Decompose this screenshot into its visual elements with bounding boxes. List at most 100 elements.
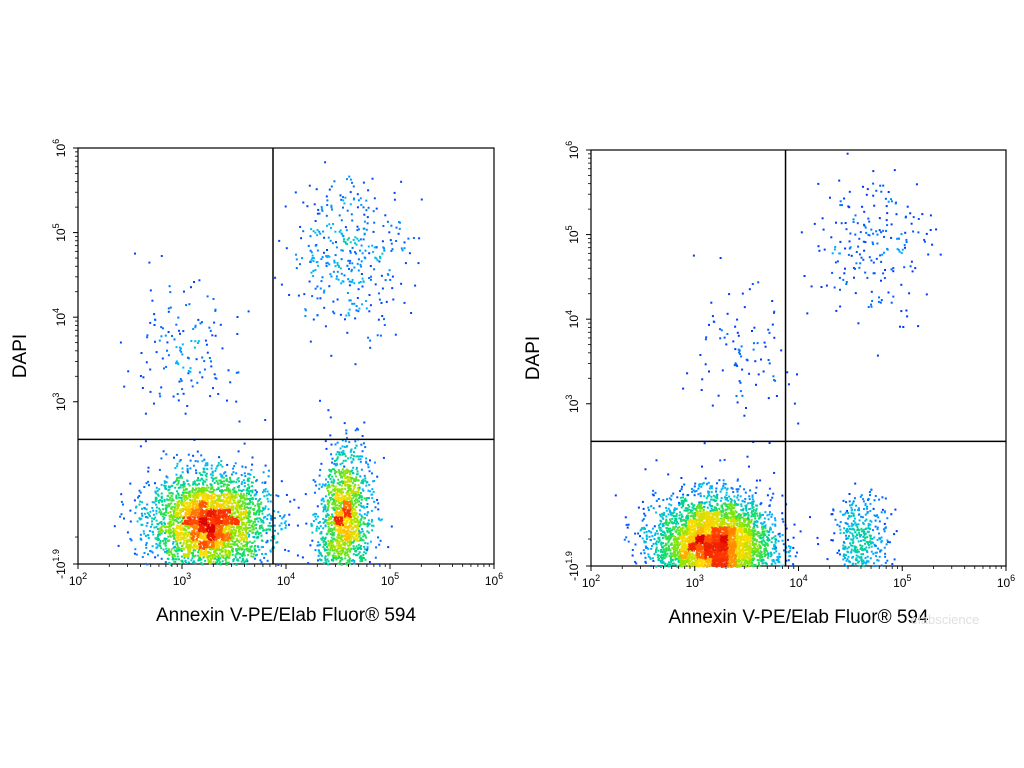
event-dot [247,554,249,557]
event-dot [327,254,330,257]
event-dot [228,552,231,555]
event-dot [129,509,132,512]
event-dot [152,533,155,536]
event-dot [227,537,230,540]
event-dot [198,523,201,526]
event-dot [187,523,190,526]
event-dot [173,456,175,459]
event-dot [225,525,228,528]
event-dot [203,489,205,492]
event-dot [312,230,315,233]
event-dot [261,527,264,530]
event-dot [342,240,345,243]
event-dot [219,525,222,528]
event-dot [335,511,338,514]
event-dot [214,509,217,512]
event-dot [343,508,346,511]
event-dot [165,453,168,456]
event-dot [348,521,351,524]
event-dot [327,481,330,483]
event-dot [356,193,359,196]
event-dot [358,525,361,528]
event-dot [238,526,241,529]
event-dot [143,486,146,488]
event-dot [161,530,164,533]
event-dot [252,555,255,558]
event-dot [222,550,224,553]
event-dot [358,494,361,497]
event-dot [204,494,207,497]
event-dot [216,533,218,536]
y-tick-label: 106 [51,139,68,157]
event-dot [379,539,382,542]
event-dot [156,489,159,492]
event-dot [325,561,328,564]
event-dot [352,482,354,485]
event-dot [346,476,349,479]
event-dot [145,508,148,511]
event-dot [193,499,196,502]
event-dot [325,514,328,517]
event-dot [175,346,178,349]
event-dot [355,455,358,458]
event-dot [183,528,186,531]
event-dot [203,532,205,535]
event-dot [312,260,315,263]
event-dot [200,512,203,515]
event-dot [253,524,256,527]
event-dot [324,505,327,508]
event-dot [160,557,163,560]
event-dot [236,316,239,318]
event-dot [275,494,278,497]
event-dot [321,536,324,539]
event-dot [168,554,171,557]
event-dot [177,479,180,482]
event-dot [362,505,365,508]
event-dot [348,480,351,483]
event-dot [359,475,362,478]
event-dot [266,497,269,500]
event-dot [208,548,211,550]
event-dot [211,553,214,556]
event-dot [255,523,258,526]
event-dot [187,540,189,543]
event-dot [334,265,337,268]
event-dot [174,518,177,521]
event-dot [169,496,172,499]
event-dot [202,496,205,498]
event-dot [257,533,260,536]
event-dot [358,556,361,559]
event-dot [403,241,406,244]
event-dot [158,533,160,536]
event-dot [339,313,342,316]
event-dot [173,508,176,511]
event-dot [182,510,184,512]
event-dot [359,518,362,521]
event-dot [164,481,166,484]
event-dot [365,484,368,487]
event-dot [389,239,392,242]
event-dot [241,522,243,525]
event-dot [227,527,230,530]
event-dot [207,551,210,554]
event-dot [190,537,193,539]
event-dot [253,476,255,479]
event-dot [351,472,354,475]
event-dot [363,551,366,554]
event-dot [206,496,209,499]
event-dot [350,531,353,534]
event-dot [312,257,315,260]
event-dot [210,464,213,467]
event-dot [243,498,246,501]
event-dot [175,362,177,365]
event-dot [340,219,343,222]
event-dot [237,524,240,527]
event-dot [339,504,342,507]
event-dot [403,301,406,304]
event-dot [343,518,346,521]
event-dot [212,532,215,535]
event-dot [346,292,349,294]
event-dot [330,275,333,278]
event-dot [219,512,222,515]
event-dot [351,501,354,504]
